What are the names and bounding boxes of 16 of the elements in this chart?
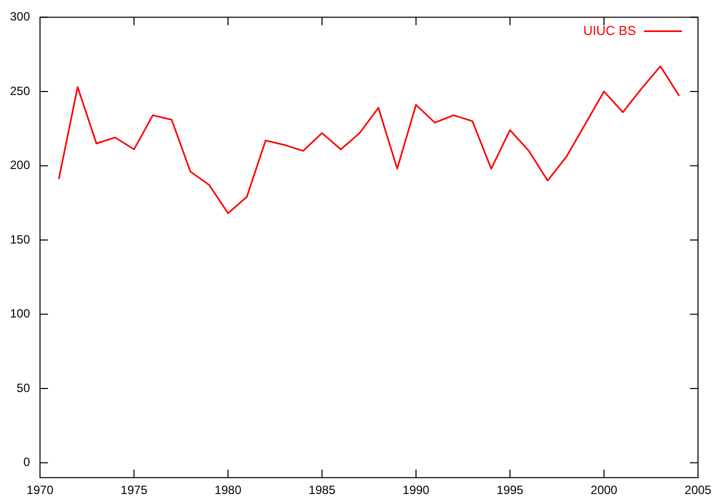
x-tick-label: 1990 (402, 483, 430, 498)
x-tick-label: 1970 (26, 483, 54, 498)
x-tick-label: 1975 (120, 483, 148, 498)
y-tick-label: 100 (10, 306, 30, 321)
y-tick-label: 200 (10, 158, 30, 172)
x-tick-label: 1980 (214, 483, 242, 498)
x-tick-label: 2005 (684, 483, 712, 498)
y-tick-label: 250 (10, 84, 30, 98)
x-tick-label: 1985 (308, 483, 336, 498)
y-tick-label: 300 (10, 10, 30, 24)
x-tick-label: 1995 (496, 483, 524, 498)
y-tick-label: 150 (10, 232, 30, 246)
y-tick-label: 0 (23, 455, 30, 470)
y-tick-label: 50 (16, 380, 30, 395)
legend-label: UIUC BS (583, 22, 636, 38)
x-tick-label: 2000 (590, 483, 618, 498)
